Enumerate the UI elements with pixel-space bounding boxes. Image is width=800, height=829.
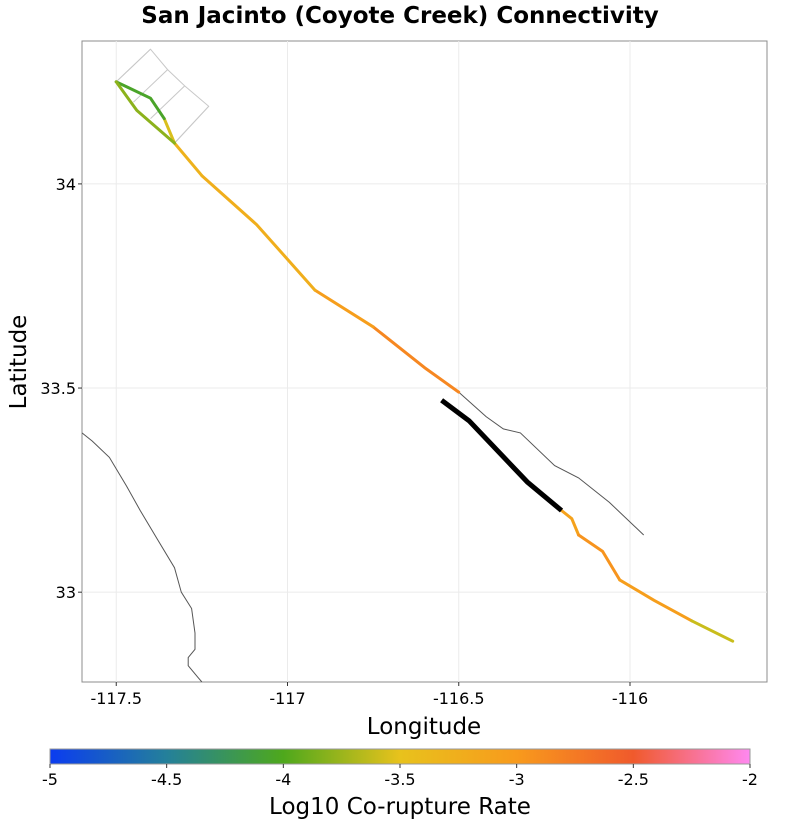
colorbar-tick-label: -5 xyxy=(42,770,58,789)
grid-cells-4 xyxy=(150,85,186,119)
colorbar-tick-label: -3 xyxy=(509,770,525,789)
colorbar-tick-label: -4 xyxy=(275,770,291,789)
grid-cells-2 xyxy=(115,48,151,83)
rupture-section xyxy=(162,117,176,145)
rupture-section xyxy=(114,80,176,145)
x-tick-label: -116 xyxy=(612,689,648,708)
x-axis-ticks: -117.5 -117 -116.5 -116 xyxy=(90,682,648,708)
y-tick-label: 33.5 xyxy=(40,379,76,398)
chart-title: San Jacinto (Coyote Creek) Connectivity xyxy=(141,3,658,29)
source-section xyxy=(440,398,564,513)
y-axis-label: Latitude xyxy=(6,315,32,410)
colorbar-tick-label: -4.5 xyxy=(151,770,182,789)
plot-area xyxy=(81,40,768,683)
y-tick-label: 34 xyxy=(56,175,76,194)
x-tick-label: -117.5 xyxy=(90,689,142,708)
rupture-section xyxy=(577,533,622,582)
rupture-section xyxy=(371,325,461,394)
colorbar xyxy=(49,748,751,765)
source-section-line xyxy=(440,398,564,513)
x-tick-label: -116.5 xyxy=(433,689,485,708)
rupture-section xyxy=(173,141,204,178)
coastline xyxy=(82,432,203,682)
context-lines xyxy=(82,48,645,682)
fault-trace xyxy=(458,391,645,536)
rupture-section xyxy=(114,80,166,121)
y-axis-ticks: 33 33.5 34 xyxy=(40,175,82,602)
grid-cells-5 xyxy=(174,105,210,144)
colorbar-label: Log10 Co-rupture Rate xyxy=(269,794,531,820)
rupture-section xyxy=(560,509,581,537)
x-axis-label: Longitude xyxy=(367,714,481,740)
colorbar-ticks: -5 -4.5 -4 -3.5 -3 -2.5 -2 xyxy=(42,764,758,789)
rupture-section xyxy=(313,288,375,329)
rupture-section xyxy=(618,578,694,623)
rupture-sections xyxy=(114,80,735,643)
y-tick-label: 33 xyxy=(56,583,76,602)
grid-cells-3 xyxy=(133,69,168,103)
colorbar-tick-label: -3.5 xyxy=(384,770,415,789)
rupture-section xyxy=(200,174,317,292)
grid-lines xyxy=(82,41,767,682)
rupture-section xyxy=(690,619,735,643)
x-tick-label: -117 xyxy=(269,689,305,708)
colorbar-tick-label: -2.5 xyxy=(618,770,649,789)
colorbar-tick-label: -2 xyxy=(742,770,758,789)
